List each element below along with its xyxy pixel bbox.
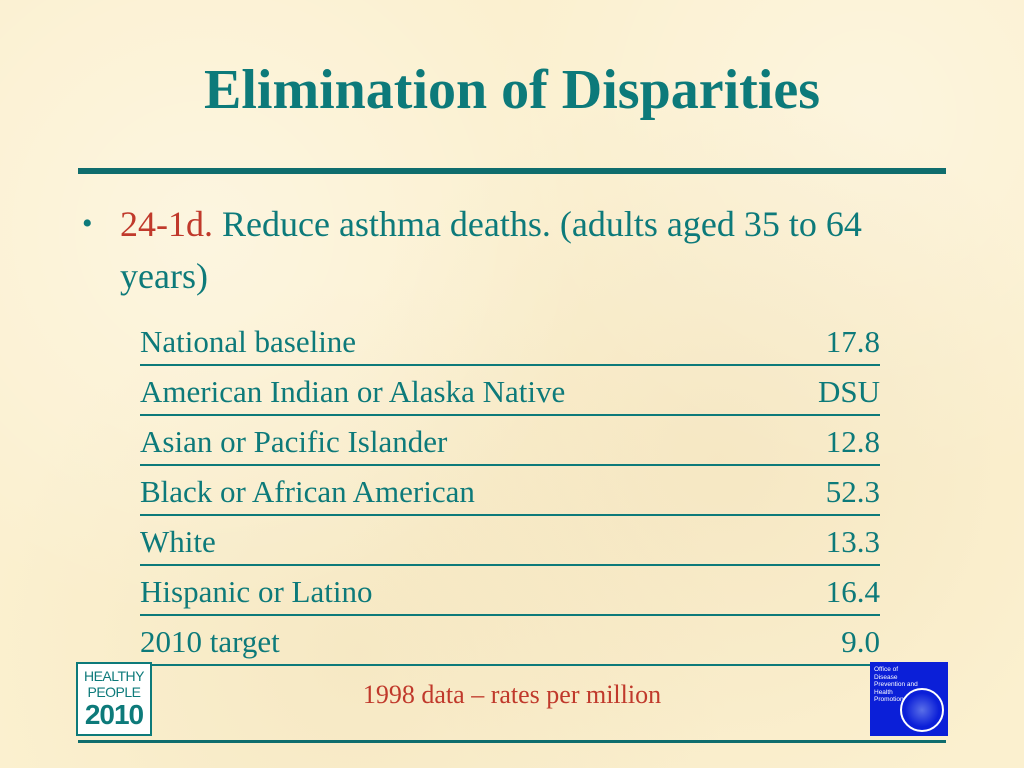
logo-line-healthy: HEALTHY: [83, 668, 145, 684]
row-value: 52.3: [825, 474, 880, 509]
table-row: Black or African American 52.3: [140, 466, 880, 516]
row-label: Black or African American: [140, 474, 475, 509]
row-value: 17.8: [825, 324, 880, 359]
table-row: Asian or Pacific Islander 12.8: [140, 416, 880, 466]
row-value: DSU: [817, 374, 880, 409]
row-label: White: [140, 524, 216, 559]
row-label: American Indian or Alaska Native: [140, 374, 566, 409]
row-value: 13.3: [825, 524, 880, 559]
table-row: Hispanic or Latino 16.4: [140, 566, 880, 616]
table-row: National baseline 17.8: [140, 316, 880, 366]
odphp-logo: Office of Disease Prevention and Health …: [870, 662, 948, 736]
title-divider: [78, 168, 946, 174]
row-value: 16.4: [825, 574, 880, 609]
healthy-people-logo: HEALTHY PEOPLE 2010: [76, 662, 152, 736]
objective-description: Reduce asthma deaths. (adults aged 35 to…: [120, 204, 862, 296]
row-value: 12.8: [825, 424, 880, 459]
row-label: Asian or Pacific Islander: [140, 424, 448, 459]
seal-icon: [900, 688, 944, 732]
logo-line-people: PEOPLE: [87, 684, 141, 700]
footer-divider: [78, 740, 946, 743]
table-row: White 13.3: [140, 516, 880, 566]
objective-code: 24-1d.: [120, 204, 213, 244]
row-label: 2010 target: [140, 624, 280, 659]
table-row: 2010 target 9.0: [140, 616, 880, 666]
disparities-table: National baseline 17.8 American Indian o…: [140, 316, 880, 666]
slide-title: Elimination of Disparities: [203, 59, 821, 121]
bullet-text: 24-1d. Reduce asthma deaths. (adults age…: [120, 198, 912, 302]
row-value: 9.0: [841, 624, 880, 659]
table-row: American Indian or Alaska Native DSU: [140, 366, 880, 416]
row-label: Hispanic or Latino: [140, 574, 373, 609]
bullet-icon: •: [82, 207, 93, 240]
bullet-item: • 24-1d. Reduce asthma deaths. (adults a…: [82, 198, 912, 302]
odphp-logo-text: Office of Disease Prevention and Health …: [874, 666, 918, 703]
footnote: 1998 data – rates per million: [362, 680, 662, 709]
logo-line-year: 2010: [84, 699, 144, 730]
row-label: National baseline: [140, 324, 357, 359]
